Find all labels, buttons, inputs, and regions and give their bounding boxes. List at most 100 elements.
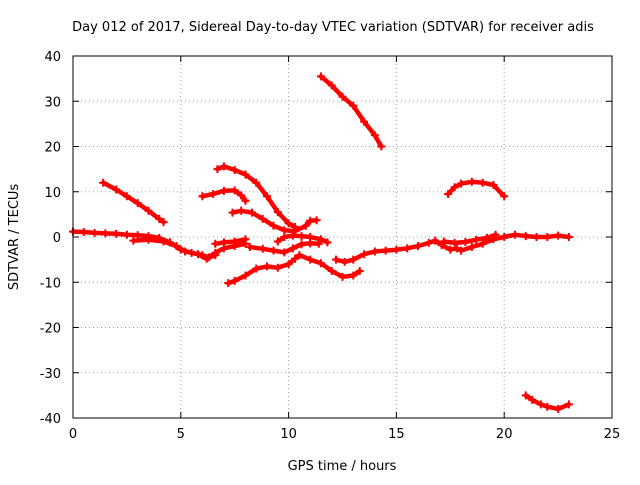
y-tick-label: 20 [44, 141, 61, 156]
data-point [306, 239, 315, 248]
series-arc-3 [129, 235, 220, 263]
data-point [370, 247, 379, 256]
data-point [349, 101, 358, 110]
data-point [99, 178, 108, 187]
data-point [129, 236, 138, 245]
series-arc-10 [224, 251, 364, 288]
series-line [333, 232, 572, 265]
tick-layer: 0 5 10 15 20 25 -40 -30 -20 -10 0 10 20 30 40 [40, 50, 621, 442]
data-point [431, 236, 440, 245]
data-point [241, 271, 250, 280]
data-point [288, 231, 297, 240]
y-axis-label: SDTVAR / TECUs [7, 184, 22, 291]
data-point [413, 242, 422, 251]
data-point [327, 81, 336, 90]
data-point [122, 192, 131, 201]
series-arc-9 [245, 239, 323, 257]
data-point [122, 230, 131, 239]
data-point [280, 233, 289, 241]
data-point [273, 208, 282, 217]
data-point [258, 244, 267, 253]
data-point [472, 235, 481, 244]
data-point [230, 166, 239, 175]
data-point [273, 237, 282, 246]
data-point [211, 239, 220, 248]
data-point [377, 142, 386, 151]
data-point [211, 251, 220, 260]
data-point [467, 242, 476, 251]
y-tick-label: -10 [40, 276, 61, 291]
data-point [403, 244, 412, 253]
series-arc-13 [439, 230, 500, 247]
series-line [131, 237, 218, 261]
data-point [536, 400, 545, 409]
data-point [209, 190, 218, 199]
data-point [144, 206, 153, 215]
data-point [543, 233, 552, 241]
data-point [284, 219, 293, 228]
data-point [280, 248, 289, 257]
y-tick-label: 40 [44, 50, 61, 65]
data-point [452, 244, 461, 253]
data-point [230, 186, 239, 195]
data-point [297, 232, 306, 241]
data-point [288, 244, 297, 253]
data-point [314, 239, 323, 248]
data-point [528, 395, 537, 404]
x-tick-label: 10 [280, 427, 297, 442]
data-point [439, 237, 448, 246]
data-point [301, 221, 310, 230]
data-point [444, 190, 453, 199]
data-point [543, 402, 552, 411]
series-line [213, 237, 248, 247]
data-point [291, 254, 300, 263]
data-point [230, 276, 239, 285]
data-point [224, 279, 233, 288]
data-point [219, 162, 228, 171]
y-tick-label: 0 [53, 231, 61, 246]
data-point [133, 199, 142, 208]
y-tick-label: 30 [44, 95, 61, 110]
data-point [510, 230, 519, 239]
data-point [316, 72, 325, 81]
x-tick-label: 25 [604, 427, 621, 442]
data-point [392, 245, 401, 254]
data-point [245, 242, 254, 251]
data-point [532, 233, 541, 241]
data-point [247, 208, 256, 217]
data-point [564, 233, 573, 241]
data-point [489, 180, 498, 189]
series-arc-15 [521, 391, 573, 413]
data-point [478, 178, 487, 187]
data-point [273, 263, 282, 272]
data-point [424, 238, 433, 247]
data-point [360, 117, 369, 126]
data-point [323, 238, 332, 247]
series-arc-7 [228, 206, 321, 236]
data-point [228, 208, 237, 217]
data-point [112, 229, 121, 238]
data-point [133, 231, 142, 240]
y-tick-label: -30 [40, 367, 61, 382]
data-point [263, 192, 272, 201]
data-point [194, 250, 203, 259]
data-point [112, 185, 121, 194]
data-point [457, 246, 466, 255]
data-point [316, 259, 325, 268]
plot-frame [72, 55, 613, 419]
data-point [159, 237, 168, 246]
data-point [349, 271, 358, 280]
data-point [181, 247, 190, 256]
data-point [554, 404, 563, 413]
data-point [500, 233, 509, 241]
data-point [202, 254, 211, 263]
data-point [554, 231, 563, 240]
data-point [144, 235, 153, 244]
data-point [155, 214, 164, 223]
data-point [252, 178, 261, 187]
y-tick-label: -40 [40, 412, 61, 427]
data-point [295, 251, 304, 260]
data-point [338, 272, 347, 281]
